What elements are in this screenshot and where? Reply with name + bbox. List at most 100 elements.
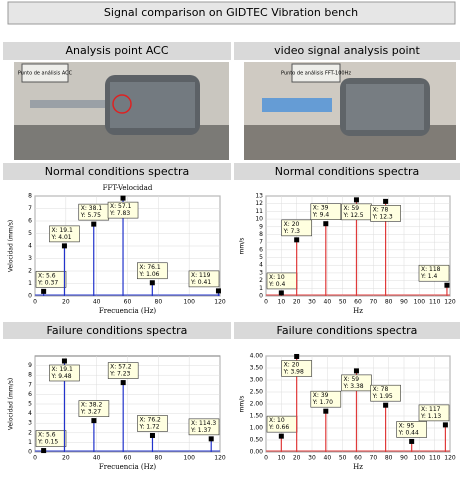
x-tick-label: 40: [324, 455, 332, 462]
data-tip-x: X: 19.1: [51, 227, 73, 234]
x-tick-label: 60: [354, 455, 362, 462]
y-tick-label: 2: [259, 277, 263, 284]
y-tick-label: 12: [255, 200, 263, 207]
y-tick-label: 2.50: [250, 389, 264, 396]
y-tick-label: 6: [28, 218, 32, 225]
data-tip: [370, 384, 401, 402]
x-tick-label: 100: [414, 299, 426, 306]
data-tip: [418, 264, 450, 282]
data-tip: [310, 203, 342, 220]
x-tick-label: 120: [214, 455, 226, 462]
data-tip-y: Y: 0.4: [268, 281, 286, 288]
data-tip-y: Y: 1.95: [372, 393, 393, 400]
data-tip: [188, 418, 220, 436]
peak-marker: [353, 368, 359, 374]
x-tick-label: 90: [400, 299, 408, 306]
data-tip-y: Y: 0.37: [37, 279, 58, 286]
data-tip-x: X: 5.6: [38, 432, 56, 439]
data-tip: [35, 430, 67, 447]
data-tip-y: Y: 0.41: [190, 279, 211, 286]
data-tip-y: Y: 12.5: [342, 212, 363, 219]
data-tip-y: Y: 1.06: [138, 271, 159, 278]
data-tip-y: Y: 3.98: [283, 368, 304, 375]
y-tick-label: 8: [28, 372, 32, 379]
y-tick-label: 1: [28, 439, 32, 446]
y-axis-label: Velocidad (mm/s): [8, 378, 15, 430]
x-tick-label: 20: [293, 299, 301, 306]
section-heading: Normal conditions spectra: [45, 165, 190, 178]
peak-marker: [91, 418, 97, 424]
y-tick-label: 0.50: [250, 437, 264, 444]
x-tick-label: 100: [183, 299, 195, 306]
x-axis-label: Hz: [353, 463, 363, 471]
section-heading: Normal conditions spectra: [275, 165, 420, 178]
y-tick-label: 2.00: [250, 401, 264, 408]
data-tip-y: Y: 0.44: [398, 429, 419, 436]
data-tip-y: Y: 12.3: [372, 213, 393, 220]
data-tip: [281, 219, 312, 237]
peak-marker: [41, 288, 47, 294]
section-bar: [3, 163, 231, 180]
section-heading: Failure conditions spectra: [277, 324, 418, 337]
section-bar: [234, 322, 460, 339]
x-tick-label: 40: [93, 455, 101, 462]
data-tip-x: X: 5.6: [38, 272, 56, 279]
data-tip-x: X: 59: [343, 205, 359, 212]
x-tick-label: 80: [385, 299, 393, 306]
x-tick-label: 80: [155, 299, 163, 306]
data-tip: [49, 225, 80, 243]
data-tip: [35, 271, 67, 288]
data-tip: [341, 374, 372, 392]
data-tip-x: X: 10: [269, 274, 285, 281]
y-tick-label: 8: [28, 193, 32, 200]
data-tip-y: Y: 7.3: [283, 228, 301, 235]
x-tick-label: 100: [183, 455, 195, 462]
data-tip-y: Y: 7.23: [109, 371, 130, 378]
data-tip-x: X: 78: [373, 206, 389, 213]
x-axis-label: Frecuencia (Hz): [99, 307, 157, 315]
data-tip-x: X: 38.2: [81, 402, 103, 409]
y-tick-label: 3: [259, 269, 263, 276]
x-tick-label: 120: [444, 299, 456, 306]
peak-marker: [120, 380, 126, 386]
title-bar: [7, 1, 456, 25]
peak-marker: [444, 282, 450, 288]
x-tick-label: 10: [278, 455, 286, 462]
y-tick-label: 1: [28, 280, 32, 287]
data-tip-x: X: 57.1: [110, 203, 132, 210]
data-tip: [310, 390, 342, 408]
data-tip-x: X: 20: [284, 361, 300, 368]
header-bar: [234, 42, 460, 60]
data-tip-y: Y: 3.38: [342, 383, 363, 390]
data-tip: [281, 360, 312, 377]
x-tick-label: 20: [293, 455, 301, 462]
peak-marker: [208, 436, 214, 442]
y-tick-label: 11: [255, 208, 263, 215]
x-tick-label: 120: [444, 455, 456, 462]
data-tip-x: X: 10: [269, 417, 285, 424]
x-tick-label: 70: [370, 299, 378, 306]
peak-marker: [149, 280, 155, 286]
data-tip-x: X: 20: [284, 221, 300, 228]
figure-title: Signal comparison on GIDTEC Vibration be…: [104, 6, 358, 19]
data-tip-y: Y: 9.4: [312, 212, 330, 219]
y-tick-label: 4.00: [250, 353, 264, 360]
y-tick-label: 5: [28, 230, 32, 237]
data-tip-x: X: 19.1: [51, 366, 73, 373]
x-axis-label: Hz: [353, 307, 363, 315]
peak-marker: [61, 243, 67, 249]
photo: Punto de análisis FFT-100Hz: [244, 62, 456, 160]
y-tick-label: 0: [259, 293, 263, 300]
x-tick-label: 80: [385, 455, 393, 462]
x-tick-label: 60: [124, 299, 132, 306]
x-tick-label: 0: [264, 455, 268, 462]
y-tick-label: 9: [259, 223, 263, 230]
data-tip-x: X: 57.2: [110, 364, 132, 371]
x-tick-label: 40: [93, 299, 101, 306]
data-tip: [137, 262, 168, 280]
y-tick-label: 3.50: [250, 365, 264, 372]
x-tick-label: 110: [429, 299, 441, 306]
peak-marker: [61, 358, 67, 364]
data-tip-x: X: 38.1: [81, 205, 103, 212]
y-tick-label: 4: [28, 410, 32, 417]
